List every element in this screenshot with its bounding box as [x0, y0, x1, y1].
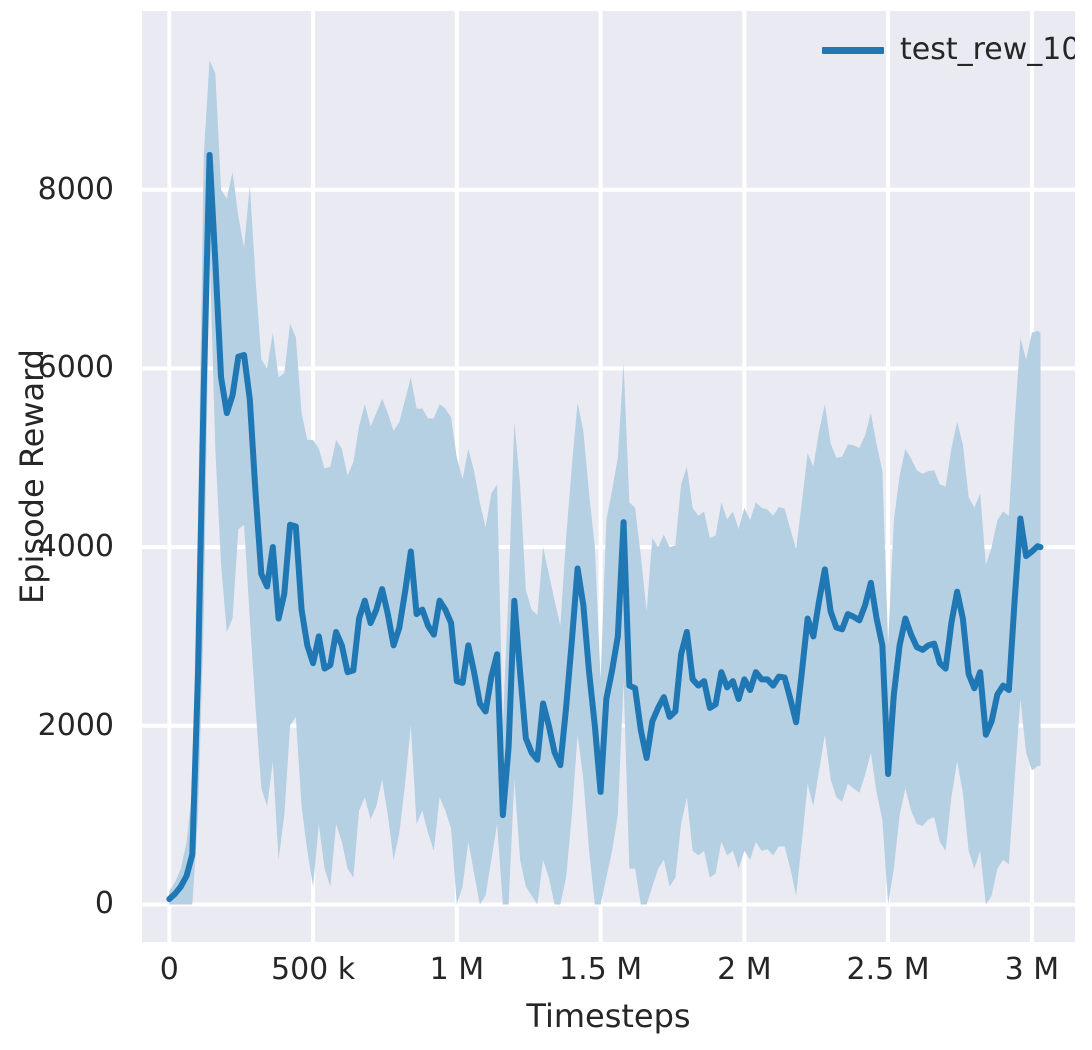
confidence-band-0: [169, 60, 1041, 905]
x-tick-label: 0: [159, 952, 179, 987]
x-tick-label: 1.5 M: [559, 952, 643, 987]
data-layer: [166, 60, 1044, 905]
x-tick-label: 2.5 M: [846, 952, 930, 987]
y-axis-tick-labels: 0 2000 4000 6000 8000: [0, 0, 128, 1050]
x-axis-title: Timesteps: [526, 997, 691, 1035]
x-tick-label: 3 M: [1004, 952, 1060, 987]
legend-label: test_rew_10seeds.csv: [900, 32, 1075, 67]
y-tick-label: 4000: [37, 529, 114, 565]
legend-line-swatch: [822, 46, 884, 54]
x-tick-label: 2 M: [717, 952, 772, 987]
y-tick-label: 8000: [37, 171, 114, 207]
x-tick-label: 1 M: [429, 952, 485, 987]
y-tick-label: 2000: [37, 707, 114, 743]
legend: test_rew_10seeds.csv: [822, 35, 1075, 65]
plot-area: test_rew_10seeds.csv: [142, 11, 1075, 942]
y-tick-label: 6000: [37, 350, 114, 386]
mean-line-0: [166, 151, 1044, 903]
y-axis-title: Episode Reward: [13, 349, 51, 605]
x-axis-tick-labels: 0 500 k 1 M 1.5 M 2 M 2.5 M 3 M: [0, 955, 1092, 999]
x-tick-label: 500 k: [270, 952, 356, 987]
y-tick-label: 0: [94, 886, 114, 922]
